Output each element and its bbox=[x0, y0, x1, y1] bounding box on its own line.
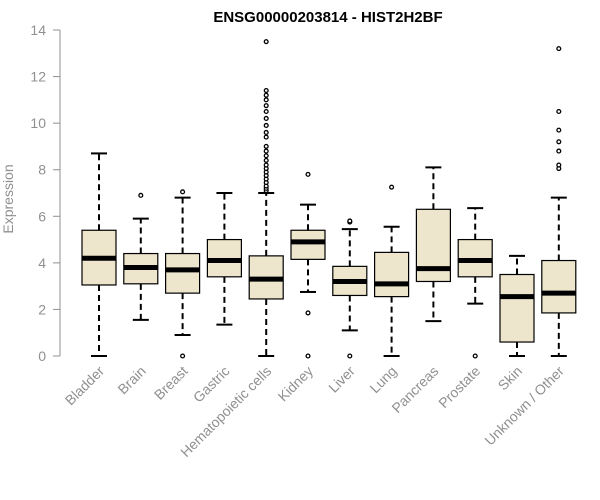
outlier-point bbox=[263, 103, 269, 109]
outlier-point bbox=[305, 171, 311, 177]
outlier-point bbox=[347, 353, 353, 359]
outlier-point bbox=[263, 92, 269, 98]
outlier-point bbox=[263, 129, 269, 136]
outlier-point bbox=[556, 139, 562, 145]
outlier-point bbox=[263, 162, 269, 168]
x-tick-label: Bladder bbox=[62, 363, 108, 409]
x-tick-label: Prostate bbox=[435, 363, 483, 411]
iqr-box bbox=[290, 229, 326, 260]
chart-title: ENSG00000203814 - HIST2H2BF bbox=[213, 9, 442, 26]
iqr-box bbox=[374, 251, 410, 298]
box-hematopoietic-cells bbox=[248, 39, 284, 357]
outlier-point bbox=[263, 122, 269, 129]
box-gastric bbox=[206, 192, 242, 326]
outlier-point bbox=[263, 115, 269, 122]
outlier-point bbox=[472, 353, 478, 359]
outlier-point bbox=[180, 189, 186, 195]
x-tick-label: Skin bbox=[495, 363, 526, 394]
x-tick-label: Brain bbox=[114, 363, 148, 397]
y-tick-label: 0 bbox=[38, 348, 46, 364]
outlier-point bbox=[263, 153, 269, 159]
outlier-point bbox=[556, 127, 562, 133]
outlier-point bbox=[263, 39, 269, 45]
outlier-point bbox=[263, 97, 269, 103]
x-tick-label: Unknown / Other bbox=[481, 363, 567, 449]
box-liver bbox=[332, 218, 368, 359]
iqr-box bbox=[541, 259, 577, 314]
outlier-point bbox=[347, 218, 353, 224]
box-breast bbox=[165, 189, 201, 359]
outlier-point bbox=[389, 184, 395, 190]
outlier-point bbox=[263, 157, 269, 163]
box-skin bbox=[499, 254, 535, 357]
outlier-point bbox=[180, 353, 186, 359]
y-axis-label: Expression bbox=[0, 164, 16, 233]
y-tick-label: 10 bbox=[30, 115, 46, 131]
outlier-point bbox=[263, 134, 269, 140]
outlier-point bbox=[556, 162, 562, 168]
box-prostate bbox=[457, 207, 493, 359]
box-lung bbox=[374, 184, 410, 357]
y-tick-label: 12 bbox=[30, 69, 46, 85]
boxes-layer bbox=[81, 39, 577, 359]
iqr-box bbox=[165, 252, 201, 294]
x-tick-label: Kidney bbox=[275, 363, 317, 405]
outlier-point bbox=[305, 310, 311, 316]
outlier-point bbox=[305, 353, 311, 359]
y-tick-label: 14 bbox=[30, 22, 46, 38]
box-bladder bbox=[81, 152, 117, 357]
outlier-point bbox=[556, 46, 562, 52]
x-tick-label: Liver bbox=[325, 363, 358, 396]
outlier-point bbox=[138, 192, 144, 198]
y-tick-label: 4 bbox=[38, 255, 46, 271]
box-unknown-other bbox=[541, 46, 577, 357]
iqr-box bbox=[499, 273, 535, 343]
y-tick-label: 8 bbox=[38, 162, 46, 178]
y-tick-label: 6 bbox=[38, 208, 46, 224]
outlier-point bbox=[556, 108, 562, 115]
outlier-point bbox=[263, 87, 269, 94]
box-kidney bbox=[290, 171, 326, 359]
y-axis: 0 2 4 6 8 10 12 14 bbox=[30, 22, 61, 364]
box-pancreas bbox=[415, 166, 451, 323]
box-brain bbox=[123, 192, 159, 321]
outlier-point bbox=[263, 148, 269, 154]
outlier-point bbox=[263, 108, 269, 115]
outlier-point bbox=[263, 143, 269, 149]
outlier-point bbox=[556, 148, 562, 154]
y-tick-label: 2 bbox=[38, 301, 46, 317]
x-tick-label: Lung bbox=[366, 363, 399, 396]
x-tick-label: Breast bbox=[151, 363, 191, 403]
